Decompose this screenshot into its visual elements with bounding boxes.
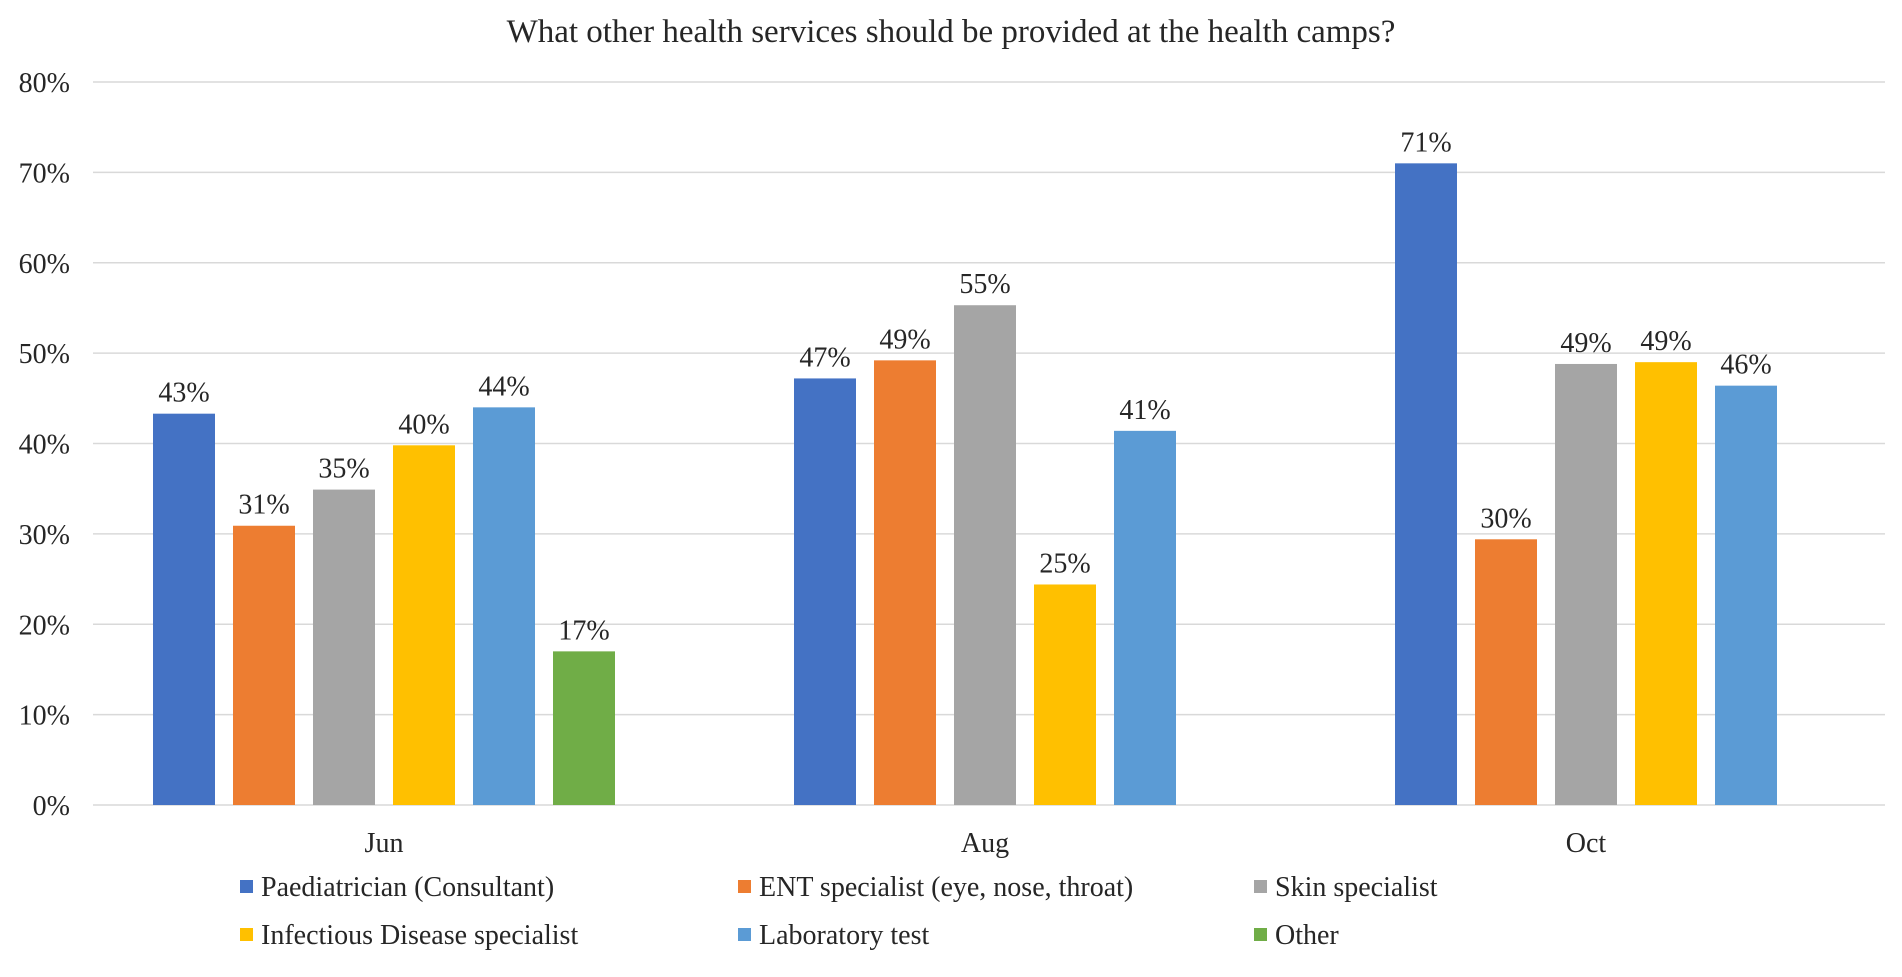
data-label: 17% (558, 615, 609, 646)
data-label: 55% (959, 269, 1010, 300)
data-label: 25% (1039, 548, 1090, 579)
bar-oct-series-4 (1635, 362, 1697, 805)
legend-swatch (738, 880, 751, 893)
y-tick-label: 40% (19, 430, 70, 461)
bar-aug-series-1 (794, 378, 856, 805)
plot-area (153, 163, 1777, 805)
data-label: 35% (318, 454, 369, 485)
legend-label: Infectious Disease specialist (261, 920, 578, 951)
bar-aug-series-3 (954, 305, 1016, 805)
legend-swatch (738, 928, 751, 941)
data-label: 71% (1400, 127, 1451, 158)
bar-oct-series-1 (1395, 163, 1457, 805)
bar-oct-series-5 (1715, 385, 1777, 805)
legend-swatch (1254, 928, 1267, 941)
bar-oct-series-3 (1555, 363, 1617, 805)
bar-jun-series-2 (233, 525, 295, 805)
legend-item: Infectious Disease specialist (240, 920, 578, 951)
bar-jun-series-4 (393, 445, 455, 805)
legend-label: Skin specialist (1275, 872, 1438, 903)
legend-swatch (1254, 880, 1267, 893)
bar-jun-series-6 (553, 651, 615, 805)
bar-aug-series-4 (1034, 584, 1096, 805)
legend-swatch (240, 928, 253, 941)
legend-item: Paediatrician (Consultant) (240, 872, 554, 903)
data-label: 41% (1119, 395, 1170, 426)
chart-title: What other health services should be pro… (507, 14, 1396, 50)
x-tick-label: Oct (1566, 828, 1607, 859)
y-tick-label: 10% (19, 701, 70, 732)
bar-oct-series-2 (1475, 539, 1537, 805)
legend-swatch (240, 880, 253, 893)
data-label: 40% (398, 409, 449, 440)
data-label: 30% (1480, 503, 1531, 534)
y-axis: 0% 10% 20% 30% 40% 50% 60% 70% 80% (19, 68, 70, 822)
data-label: 31% (238, 490, 289, 521)
legend-label: Laboratory test (759, 920, 929, 951)
legend-item: Laboratory test (738, 920, 929, 951)
data-label: 44% (478, 371, 529, 402)
legend-label: Paediatrician (Consultant) (261, 872, 554, 903)
x-tick-label: Jun (365, 828, 404, 859)
x-tick-label: Aug (961, 828, 1009, 859)
bar-jun-series-3 (313, 489, 375, 805)
data-label: 43% (158, 378, 209, 409)
data-label: 49% (1640, 326, 1691, 357)
bar-aug-series-2 (874, 360, 936, 805)
data-label: 49% (879, 324, 930, 355)
data-labels: 43% 31% 35% 40% 44% 17% 47% 49% 55% 25% 41% 71% 30% 4… (158, 127, 1771, 646)
data-label: 47% (799, 342, 850, 373)
legend-label: ENT specialist (eye, nose, throat) (759, 872, 1133, 903)
x-axis: Jun Aug Oct (365, 828, 1607, 859)
y-tick-label: 30% (19, 520, 70, 551)
data-label: 46% (1720, 350, 1771, 381)
y-tick-label: 80% (19, 68, 70, 99)
data-label: 49% (1560, 328, 1611, 359)
bar-aug-series-5 (1114, 430, 1176, 805)
legend-item: Skin specialist (1254, 872, 1438, 903)
bar-jun-series-1 (153, 413, 215, 805)
legend-item: Other (1254, 920, 1339, 951)
y-tick-label: 0% (33, 791, 70, 822)
y-tick-label: 20% (19, 610, 70, 641)
bar-jun-series-5 (473, 407, 535, 805)
legend-label: Other (1275, 920, 1339, 951)
legend-item: ENT specialist (eye, nose, throat) (738, 872, 1133, 903)
y-tick-label: 70% (19, 158, 70, 189)
y-tick-label: 60% (19, 249, 70, 280)
y-tick-label: 50% (19, 339, 70, 370)
legend: Paediatrician (Consultant) ENT specialist… (240, 872, 1438, 951)
